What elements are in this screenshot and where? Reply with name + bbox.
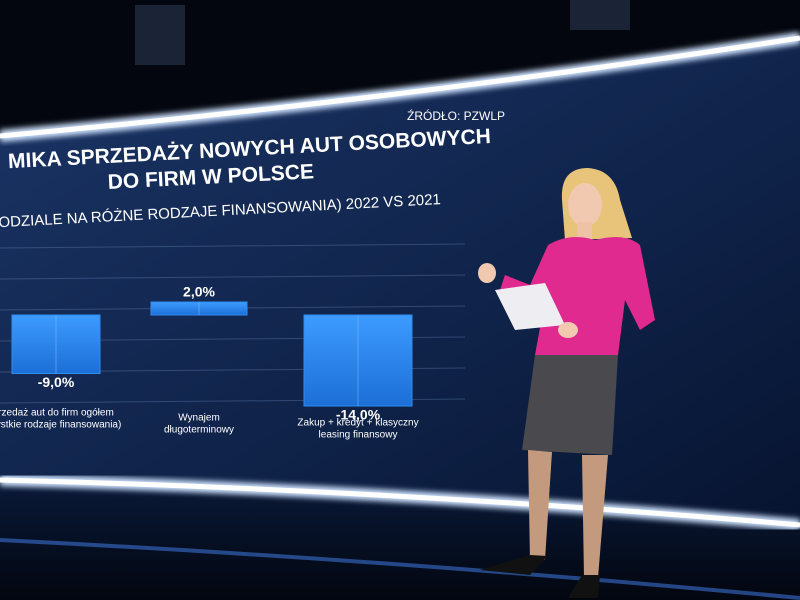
category-label: Zakup + kredyt + klasyczny	[297, 418, 418, 429]
value-label: -9,0%	[38, 374, 75, 390]
hand	[558, 322, 578, 338]
grid-line	[0, 243, 466, 249]
floor	[0, 478, 800, 600]
grid-line	[0, 274, 466, 280]
hand	[478, 263, 496, 283]
neck	[577, 222, 592, 240]
category-label: rzedaż aut do firm ogółem	[0, 408, 114, 419]
leg	[528, 450, 552, 560]
skirt	[522, 355, 618, 455]
value-label: -14,0%	[336, 407, 381, 423]
face	[568, 183, 602, 227]
presenter	[478, 168, 655, 598]
light-band-top-core	[0, 35, 800, 139]
value-label: 2,0%	[183, 284, 215, 300]
category-label: długoterminowy	[164, 425, 234, 436]
shoe	[568, 575, 600, 598]
shoe	[480, 555, 548, 575]
jacket	[500, 236, 655, 355]
light-band-bottom-core	[0, 477, 800, 528]
studio-lamp	[135, 5, 185, 65]
category-label: leasing finansowy	[319, 430, 398, 441]
floor-light	[0, 538, 800, 600]
category-label: Wynajem	[178, 413, 220, 424]
category-label: zystkie rodzaje finansowania)	[0, 420, 121, 431]
studio-lamp	[570, 0, 630, 30]
leg	[582, 455, 608, 578]
paper	[495, 283, 565, 330]
source: ŹRÓDŁO: PZWLP	[407, 108, 505, 123]
